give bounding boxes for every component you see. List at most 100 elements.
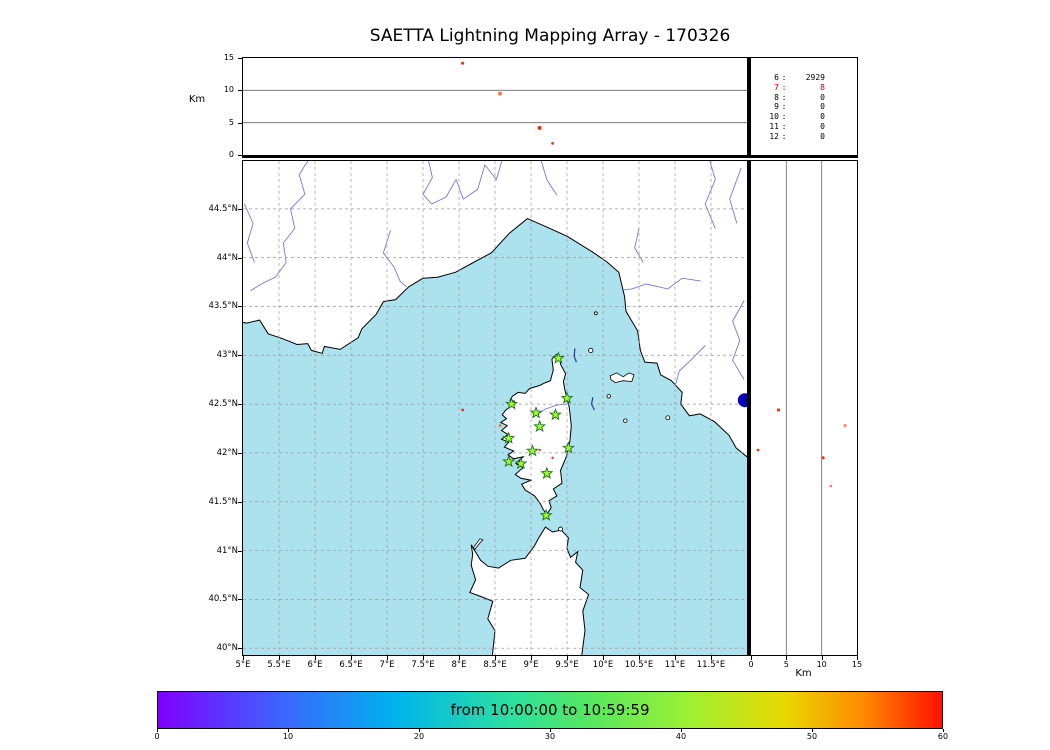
alt-tick-label: 10 <box>223 85 234 95</box>
count-value: 0 <box>820 102 825 112</box>
station-marker <box>551 351 565 364</box>
map-panel <box>242 160 749 656</box>
altitude-counts-panel: 6:2929 7:8 8:0 9:0 10:0 11:0 12:0 <box>749 57 858 158</box>
tick-mark <box>786 656 788 660</box>
km-tick-label: 5 <box>783 660 789 669</box>
tick-mark <box>288 729 289 732</box>
tick-mark <box>423 656 424 660</box>
tick-mark <box>675 656 676 660</box>
tick-mark <box>238 58 242 59</box>
count-row: 10: 0 <box>763 112 857 122</box>
colorbar-tick-label: 60 <box>937 732 949 741</box>
source-dot <box>551 456 554 459</box>
source-dot <box>461 408 464 412</box>
source-dot <box>756 448 760 452</box>
station-marker <box>560 391 574 404</box>
station-marker <box>514 456 528 470</box>
tick-mark <box>812 729 813 732</box>
lon-tick-label: 8.5°E <box>483 660 507 670</box>
count-key: 11 <box>769 121 779 131</box>
km-tick-label: 0 <box>748 660 754 669</box>
tick-mark <box>238 404 242 406</box>
station-marker <box>561 441 575 454</box>
river <box>732 300 745 380</box>
count-row: 6: 2929 <box>763 73 857 83</box>
tick-mark <box>157 729 158 732</box>
tick-mark <box>419 729 420 732</box>
coastline <box>499 353 572 516</box>
count-key: 10 <box>769 112 779 122</box>
river <box>674 345 706 387</box>
source-streak <box>573 348 577 363</box>
station-marker <box>502 454 516 468</box>
river <box>422 161 503 205</box>
island <box>558 526 563 532</box>
island <box>609 372 635 384</box>
river <box>704 161 716 229</box>
tick-mark <box>238 257 242 259</box>
colorbar-tick-label: 30 <box>544 732 556 741</box>
count-row: 12: 0 <box>763 132 857 142</box>
map-plot <box>243 161 747 655</box>
lat-tick-label: 44.5°N <box>208 203 238 214</box>
count-colon: : <box>781 82 787 92</box>
km-tick-label: 10 <box>816 660 827 669</box>
colorbar-tick-label: 50 <box>806 732 818 741</box>
source-dot <box>776 408 781 412</box>
lon-tick-label: 6.5°E <box>339 660 363 670</box>
tick-mark <box>238 648 242 650</box>
count-key: 7 <box>774 82 779 92</box>
altitude-vs-latitude-panel <box>749 160 858 656</box>
source-dot <box>829 484 833 488</box>
island <box>606 394 611 399</box>
tick-mark <box>603 656 604 660</box>
source-dot <box>498 424 502 427</box>
lon-tick-label: 5°E <box>235 660 251 670</box>
count-key: 9 <box>774 102 779 112</box>
coastline <box>243 161 747 458</box>
count-colon: : <box>781 92 787 102</box>
tick-mark <box>243 656 244 660</box>
lon-tick-label: 8°E <box>451 660 467 670</box>
count-colon: : <box>781 121 787 131</box>
count-colon: : <box>781 73 787 82</box>
river <box>729 167 742 224</box>
tick-mark <box>238 355 242 357</box>
source-dot <box>843 423 847 428</box>
colorbar-tick-label: 20 <box>413 732 425 741</box>
colorbar-time-range-label: from 10:00:00 to 10:59:59 <box>450 701 650 719</box>
count-value: 0 <box>820 92 825 102</box>
altitude-vs-longitude-panel <box>242 57 749 158</box>
altitude-latitude-plot <box>756 161 847 655</box>
lon-tick-label: 10°E <box>592 660 614 670</box>
lon-tick-label: 10.5°E <box>624 660 654 670</box>
count-value: 8 <box>820 82 825 92</box>
source-dot <box>551 141 554 145</box>
lon-tick-label: 11°E <box>664 660 686 670</box>
tick-mark <box>495 656 496 660</box>
count-value: 0 <box>820 131 825 141</box>
alt-tick-label: 15 <box>223 53 234 62</box>
source-streak <box>590 397 595 411</box>
station-marker <box>525 444 539 457</box>
tick-mark <box>387 656 388 660</box>
tick-mark <box>279 656 280 660</box>
count-row: 9: 0 <box>763 102 857 112</box>
tick-mark <box>821 656 823 660</box>
tick-mark <box>943 729 944 732</box>
tick-mark <box>639 656 640 660</box>
river <box>249 161 309 292</box>
station-marker <box>533 419 547 433</box>
source-dot <box>538 448 541 452</box>
lon-tick-label: 7°E <box>379 660 395 670</box>
tick-mark <box>238 306 242 308</box>
tick-mark <box>550 729 551 732</box>
island <box>665 415 671 421</box>
count-row: 7: 8 <box>763 83 857 93</box>
tick-mark <box>459 656 460 660</box>
count-key: 8 <box>774 92 779 102</box>
count-colon: : <box>781 112 787 122</box>
lon-tick-label: 5.5°E <box>267 660 291 670</box>
island <box>593 311 598 316</box>
station-marker <box>529 406 543 419</box>
